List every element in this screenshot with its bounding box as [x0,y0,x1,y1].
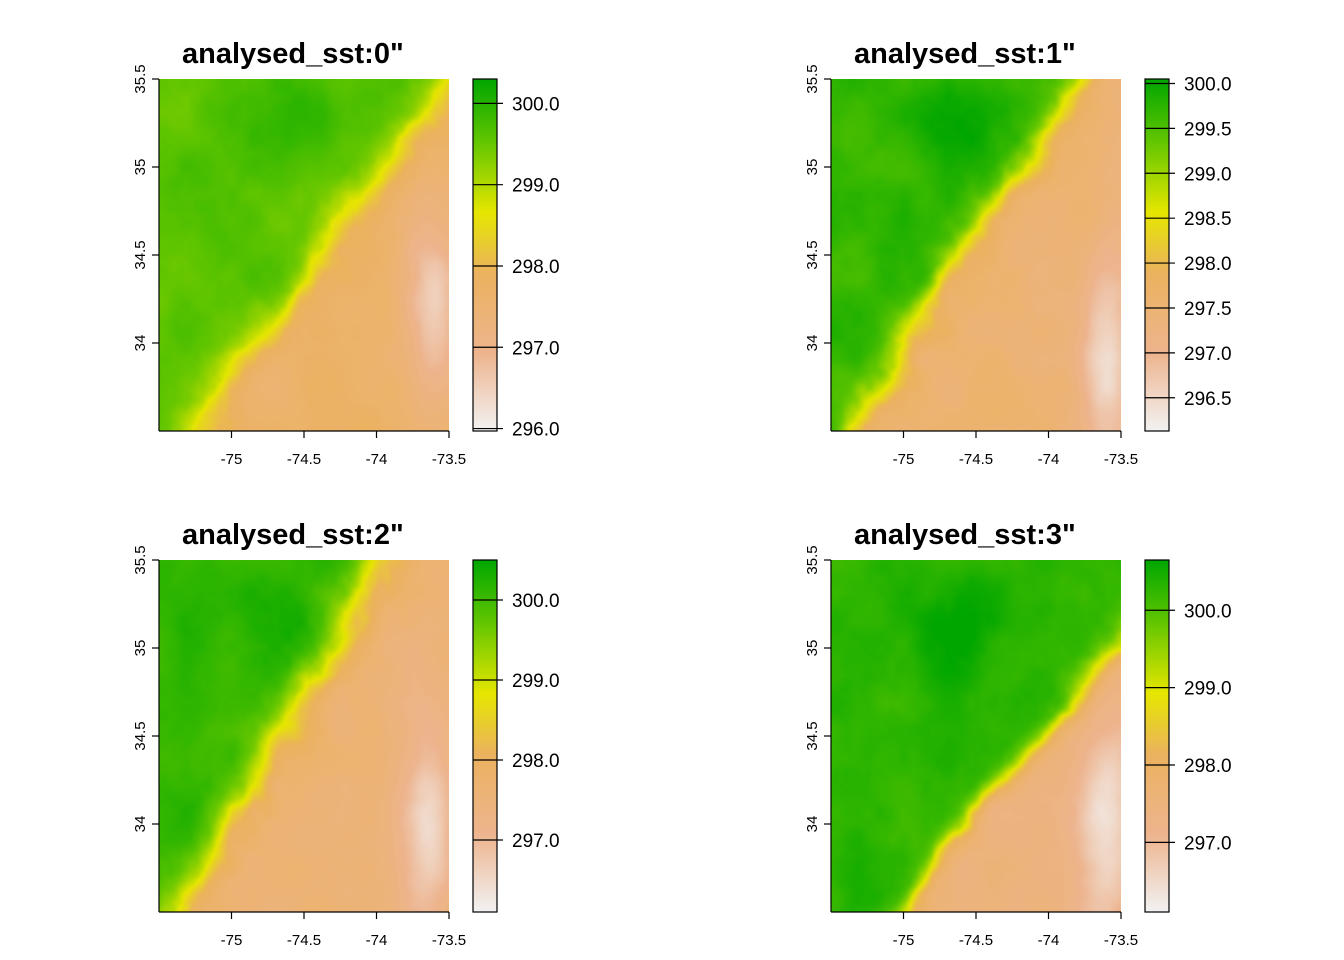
x-tick-label: -74.5 [959,451,993,468]
legend-tick-label: 300.0 [1184,601,1232,622]
panel-analysed-sst-2: analysed_sst:2" -75 -74.5 -74 -73.5 34 34.5 35… [132,519,560,949]
legend-tick-label: 298.0 [512,751,560,772]
legend-colorbar [1145,560,1169,912]
legend-tick-label: 297.0 [512,338,560,359]
legend-tick-label: 297.5 [1184,299,1232,320]
panel-title: analysed_sst:3" [854,519,1076,551]
legend-tick-label: 298.0 [1184,756,1232,777]
legend-tick-label: 297.0 [1184,344,1232,365]
y-tick-label: 35.5 [132,64,149,93]
y-tick-label: 35 [804,159,821,176]
y-tick-label: 34 [804,816,821,833]
panel-title: analysed_sst:1" [854,38,1076,70]
x-tick-label: -75 [221,932,243,949]
legend-tick-label: 297.0 [1184,833,1232,854]
y-tick-label: 34.5 [804,240,821,269]
x-tick-label: -74 [1038,451,1060,468]
x-tick-label: -73.5 [1104,451,1138,468]
x-tick-label: -73.5 [432,932,466,949]
legend-tick-label: 297.0 [512,831,560,852]
x-tick-label: -74.5 [959,932,993,949]
y-tick-label: 35.5 [132,545,149,574]
x-tick-label: -73.5 [1104,932,1138,949]
y-tick-label: 34 [804,335,821,352]
legend-tick-label: 299.0 [512,176,560,197]
x-tick-label: -74 [366,932,388,949]
legend-tick-label: 296.0 [512,420,560,441]
x-tick-label: -74.5 [287,932,321,949]
x-tick-label: -74.5 [287,451,321,468]
sst-raster [831,560,1121,912]
x-tick-label: -74 [366,451,388,468]
sst-raster [831,79,1121,431]
legend-tick-label: 300.0 [512,591,560,612]
legend-tick-label: 299.5 [1184,119,1232,140]
legend-colorbar [473,79,497,431]
x-tick-label: -73.5 [432,451,466,468]
y-tick-label: 34 [132,335,149,352]
panel-analysed-sst-0: analysed_sst:0" -75 -74.5 -74 -73.5 34 34.5 35… [132,38,560,468]
sst-raster [159,560,449,912]
legend-tick-label: 300.0 [1184,74,1232,95]
legend-tick-label: 299.0 [512,671,560,692]
y-tick-label: 34.5 [132,240,149,269]
y-tick-label: 34.5 [132,721,149,750]
legend-tick-label: 298.0 [1184,254,1232,275]
sst-raster [159,79,449,431]
y-tick-label: 35 [132,640,149,657]
panel-analysed-sst-1: analysed_sst:1" -75 -74.5 -74 -73.5 34 34.5 35… [804,38,1232,468]
x-tick-label: -75 [221,451,243,468]
y-tick-label: 35.5 [804,545,821,574]
y-tick-label: 35 [804,640,821,657]
legend-tick-label: 300.0 [512,94,560,115]
y-tick-label: 35 [132,159,149,176]
legend-colorbar [1145,79,1169,431]
legend-tick-label: 298.0 [512,257,560,278]
legend-tick-label: 299.0 [1184,164,1232,185]
legend-tick-label: 299.0 [1184,679,1232,700]
x-tick-label: -75 [893,451,915,468]
y-tick-label: 35.5 [804,64,821,93]
y-tick-label: 34 [132,816,149,833]
panel-title: analysed_sst:2" [182,519,404,551]
legend-tick-label: 296.5 [1184,389,1232,410]
x-tick-label: -74 [1038,932,1060,949]
x-tick-label: -75 [893,932,915,949]
legend-colorbar [473,560,497,912]
legend-tick-label: 298.5 [1184,209,1232,230]
panel-title: analysed_sst:0" [182,38,404,70]
y-tick-label: 34.5 [804,721,821,750]
panel-analysed-sst-3: analysed_sst:3" -75 -74.5 -74 -73.5 34 34.5 35… [804,519,1232,949]
